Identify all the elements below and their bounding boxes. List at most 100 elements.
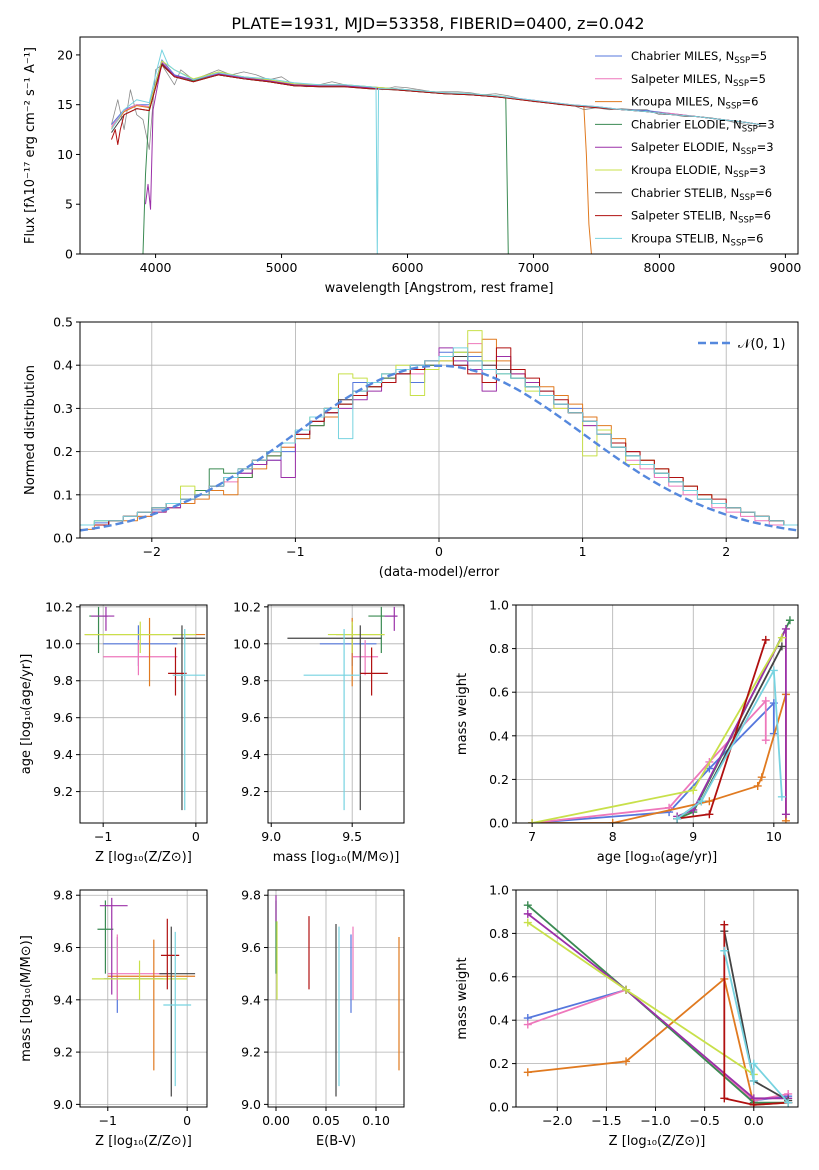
- legend-label-salpeter_stelib: Salpeter STELIB, NSSP=6: [631, 209, 771, 226]
- weight-vs-age-ytick-label: 0.4: [489, 728, 509, 743]
- weight-marker-kroupa_elodie: [777, 633, 786, 642]
- legend-label-kroupa_stelib: Kroupa STELIB, NSSP=6: [631, 231, 763, 248]
- residuals-frame: [79, 321, 799, 539]
- weight-vs-age-frame: [515, 604, 799, 824]
- legend-label-salpeter_miles: Salpeter MILES, NSSP=5: [631, 72, 766, 89]
- legend-label-chabrier_miles: Chabrier MILES, NSSP=5: [631, 49, 767, 66]
- weight-marker-kroupa_stelib: [720, 946, 729, 955]
- age-vs-mass-panel: 9.0 9.5 9.2 9.4 9.6 9.8 10.0 10.2 mass [log₁₀(M/…: [233, 599, 405, 865]
- weight-marker-kroupa_elodie: [689, 786, 698, 795]
- spectrum-xlabel: wavelength [Angstrom, rest frame]: [325, 281, 554, 296]
- spectrum-plot-area: [111, 49, 761, 254]
- age-vs-z-xtick-label: −1: [94, 829, 112, 844]
- weight-line-salpeter_stelib: [723, 924, 789, 1106]
- spectrum-xtick-label: 8000: [644, 260, 676, 275]
- legend-label-kroupa_elodie: Kroupa ELODIE, NSSP=3: [631, 163, 766, 180]
- weight-vs-age-xtick-label: 10: [766, 829, 782, 844]
- residuals-xtick-label: 0: [435, 544, 443, 559]
- weight-marker-salpeter_stelib: [720, 1094, 729, 1103]
- legend-label-normal: 𝒩(0, 1): [738, 337, 785, 352]
- weight-marker-kroupa_stelib: [777, 792, 786, 801]
- weight-marker-salpeter_elodie: [781, 624, 790, 633]
- weight-marker-kroupa_stelib: [697, 797, 706, 806]
- spectrum-ytick-label: 20: [57, 47, 73, 62]
- mass-vs-z-xlabel: Z [log₁₀(Z/Z⊙)]: [95, 1134, 192, 1149]
- weight-vs-age-xtick-label: 7: [528, 829, 536, 844]
- weight-marker-chabrier_stelib: [777, 642, 786, 651]
- weight-vs-z-ylabel: mass weight: [455, 957, 470, 1039]
- residuals-ytick-label: 0.1: [53, 487, 73, 502]
- weight-marker-kroupa_stelib: [769, 666, 778, 675]
- legend-label-salpeter_elodie: Salpeter ELODIE, NSSP=3: [631, 140, 774, 157]
- age-vs-mass-ytick-label: 9.4: [241, 747, 261, 762]
- weight-marker-salpeter_stelib: [720, 920, 729, 929]
- weight-marker-salpeter_miles: [761, 736, 770, 745]
- age-vs-z-ytick-label: 9.4: [53, 747, 73, 762]
- weight-vs-z-panel: −2.0 −1.5 −1.0 −0.5 0.0 0.0 0.2 0.4 0.6 0.8 1.0 Z […: [455, 883, 799, 1149]
- age-vs-z-xlabel: Z [log₁₀(Z/Z⊙)]: [95, 850, 192, 865]
- weight-marker-kroupa_elodie: [622, 985, 631, 994]
- weight-vs-z-plot-area: [523, 901, 793, 1107]
- age-vs-mass-xtick-label: 9.0: [261, 829, 281, 844]
- weight-vs-z-ytick-label: 0.8: [489, 926, 509, 941]
- mass-vs-z-xtick-label: 0: [183, 1113, 191, 1128]
- weight-line-salpeter_elodie: [527, 913, 789, 1100]
- weight-vs-z-frame: [515, 889, 799, 1108]
- model-line-kroupa_stelib: [111, 49, 761, 254]
- mass-vs-ebv-panel: 0.00 0.05 0.10 9.0 9.2 9.4 9.6 9.8 E(B-V): [241, 888, 405, 1149]
- weight-vs-age-panel: 7 8 9 10 0.0 0.2 0.4 0.6 0.8 1.0 age [log₁₀(age/yr…: [455, 598, 799, 865]
- weight-marker-kroupa_miles: [757, 773, 766, 782]
- weight-vs-z-xtick-label: −1.0: [640, 1113, 670, 1128]
- normal-curve: [80, 364, 798, 532]
- mass-vs-ebv-ytick-label: 9.6: [241, 940, 261, 955]
- weight-marker-kroupa_elodie: [523, 918, 532, 927]
- weight-line-kroupa_stelib: [723, 950, 789, 1104]
- age-vs-mass-ytick-label: 10.0: [233, 636, 261, 651]
- residuals-ytick-label: 0.0: [53, 531, 73, 546]
- weight-vs-age-ytick-label: 0.0: [489, 816, 509, 831]
- legend-label-chabrier_stelib: Chabrier STELIB, NSSP=6: [631, 186, 772, 203]
- weight-vs-age-xtick-label: 8: [609, 829, 617, 844]
- age-vs-z-ytick-label: 10.0: [45, 636, 73, 651]
- mass-vs-ebv-xtick-label: 0.10: [362, 1113, 390, 1128]
- residuals-xtick-label: −2: [143, 544, 161, 559]
- weight-vs-age-ytick-label: 0.2: [489, 772, 509, 787]
- mass-vs-ebv-plot-area: [275, 895, 400, 1097]
- weight-line-salpeter_miles: [532, 700, 767, 823]
- mass-vs-ebv-xtick-label: 0.05: [312, 1113, 340, 1128]
- weight-marker-kroupa_miles: [523, 1068, 532, 1077]
- residuals-ytick-label: 0.2: [53, 444, 73, 459]
- spectrum-ytick-label: 5: [65, 197, 73, 212]
- mass-vs-z-plot-area: [91, 897, 196, 1097]
- weight-vs-age-xtick-label: 9: [689, 829, 697, 844]
- mass-vs-z-ytick-label: 9.2: [53, 1045, 73, 1060]
- residuals-ytick-label: 0.3: [53, 401, 73, 416]
- weight-marker-salpeter_stelib: [705, 810, 714, 819]
- residuals-ylabel: Normed distribution: [23, 365, 38, 495]
- weight-vs-z-xlabel: Z [log₁₀(Z/Z⊙)]: [609, 1134, 706, 1149]
- weight-vs-age-ytick-label: 0.6: [489, 685, 509, 700]
- age-vs-mass-plot-area: [287, 606, 398, 811]
- weight-vs-age-xlabel: age [log₁₀(age/yr)]: [597, 850, 718, 865]
- age-vs-z-xtick-label: 0: [192, 829, 200, 844]
- residuals-ytick-label: 0.5: [53, 315, 73, 330]
- spectrum-xtick-label: 6000: [392, 260, 424, 275]
- weight-vs-z-xtick-label: −2.0: [542, 1113, 572, 1128]
- residuals-xlabel: (data-model)/error: [379, 565, 500, 580]
- weight-marker-salpeter_stelib: [761, 635, 770, 644]
- spectrum-panel: 4000 5000 6000 7000 8000 9000 0 5 10 15 20 waveleng…: [23, 36, 801, 296]
- residuals-xtick-label: 2: [722, 544, 730, 559]
- mass-vs-ebv-xtick-label: 0.00: [262, 1113, 290, 1128]
- weight-marker-kroupa_stelib: [749, 1076, 758, 1085]
- legend-label-chabrier_elodie: Chabrier ELODIE, NSSP=3: [631, 117, 775, 134]
- spectrum-ylabel: Flux [fλ10⁻¹⁷ erg cm⁻² s⁻¹ A⁻¹]: [23, 47, 38, 244]
- residuals-panel: −2 −1 0 1 2 0.0 0.1 0.2 0.3 0.4 0.5 (data-model)/er…: [23, 315, 799, 580]
- residuals-plot-area: [80, 330, 798, 532]
- weight-marker-chabrier_elodie: [785, 616, 794, 625]
- age-vs-z-frame: [79, 604, 208, 824]
- weight-marker-salpeter_miles: [523, 1020, 532, 1029]
- residuals-ytick-label: 0.4: [53, 358, 73, 373]
- weight-marker-salpeter_elodie: [523, 909, 532, 918]
- weight-vs-z-xtick-label: 0.0: [744, 1113, 764, 1128]
